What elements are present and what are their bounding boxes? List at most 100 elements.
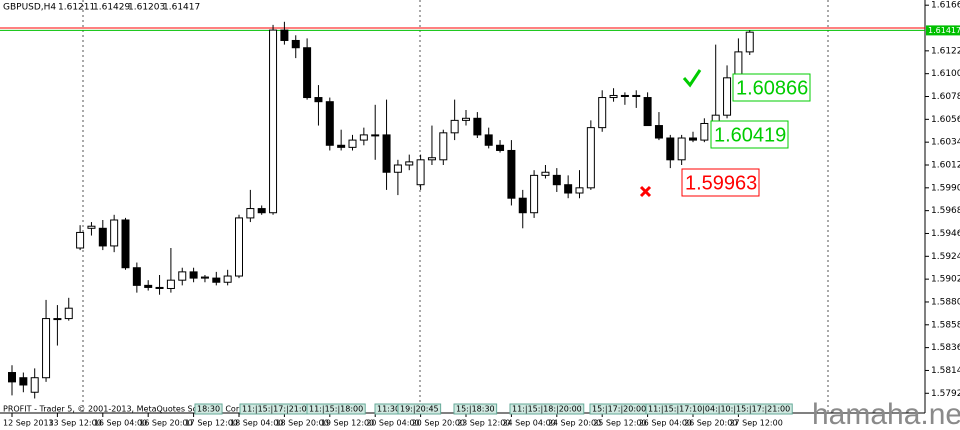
candle-body	[178, 271, 187, 281]
event-label: 19:|20:45	[400, 405, 439, 414]
annotation: 1.60419	[714, 124, 786, 146]
candle-body	[348, 139, 357, 148]
x-tick-label: 16 Sep 20:00	[139, 419, 192, 428]
x-tick-label: 18 Sep 04:00	[230, 419, 283, 428]
candle-body	[427, 157, 436, 161]
candle-body	[382, 134, 391, 173]
event-label: 11:|15:|18:00	[309, 405, 363, 414]
candle-body	[507, 149, 516, 199]
candle-body	[76, 231, 85, 249]
x-tick-label: 24 Sep 20:00	[548, 419, 601, 428]
candle-body	[337, 144, 346, 148]
candle-body	[405, 161, 414, 166]
last-high: 1.61429	[93, 3, 130, 13]
y-tick-label: 1.61660	[931, 1, 960, 11]
x-tick-label: 24 Sep 04:00	[502, 419, 555, 428]
event-label: 11:|15:|18:|20:00	[512, 405, 582, 414]
x-tick-label: 17 Sep 12:00	[185, 419, 238, 428]
event-label: 15:|17:|20:00	[592, 405, 646, 414]
candle-body	[189, 271, 198, 279]
candle-body	[30, 377, 39, 393]
check-icon	[682, 69, 702, 88]
y-tick-label: 1.60780	[931, 92, 960, 102]
candle-body	[723, 77, 732, 116]
cross-icon	[639, 185, 652, 198]
event-label: 11:|15:|17:10|04:|10:|15:|17:|21:00	[648, 405, 790, 414]
bid-label: 1.61417	[928, 26, 960, 35]
candle-body	[654, 125, 663, 139]
candle-body	[87, 225, 96, 229]
x-tick-label: 20 Sep 20:00	[412, 419, 465, 428]
x-tick-label: 18 Sep 20:00	[275, 419, 328, 428]
y-tick-label: 1.60340	[931, 138, 960, 148]
y-tick-label: 1.58360	[931, 343, 960, 353]
candle-body	[110, 219, 119, 247]
candle-body	[530, 174, 539, 214]
annotation-box	[710, 120, 789, 149]
annotation: 1.59963	[685, 172, 757, 194]
candle-body	[144, 284, 153, 288]
y-tick-label: 1.60120	[931, 160, 960, 170]
event-label: 11:|15:|17:|21:00	[242, 405, 312, 414]
y-tick-label: 1.58140	[931, 366, 960, 376]
candle-body	[598, 97, 607, 129]
y-tick-label: 1.59900	[931, 183, 960, 193]
x-tick-label: 25 Sep 12:00	[593, 419, 646, 428]
candle-body	[643, 97, 652, 127]
last-close: 1.61417	[163, 3, 200, 13]
candle-body	[371, 134, 380, 137]
candle-body	[518, 197, 527, 214]
candle-body	[325, 101, 334, 146]
y-tick-label: 1.57920	[931, 389, 960, 399]
candle-body	[155, 286, 164, 289]
candle-body	[677, 137, 686, 161]
y-tick-label: 1.59680	[931, 206, 960, 216]
candle-body	[609, 94, 618, 99]
candle-body	[552, 174, 561, 186]
last-open: 1.61211	[58, 3, 95, 13]
candle-body	[632, 94, 641, 98]
candle-body	[291, 39, 300, 49]
x-tick-label: 13 Sep 12:00	[48, 419, 101, 428]
candle-body	[314, 97, 323, 103]
event-box	[509, 403, 585, 415]
x-tick-label: 23 Sep 12:00	[457, 419, 510, 428]
candle-body	[620, 94, 629, 98]
candle-body	[121, 219, 130, 269]
bid-label-box	[926, 25, 960, 36]
y-tick-label: 1.60560	[931, 115, 960, 125]
candle-body	[98, 227, 107, 247]
candle-body	[269, 29, 278, 214]
event-box	[453, 403, 498, 415]
candle-body	[745, 31, 754, 53]
candle-body	[8, 372, 16, 383]
candle-body	[246, 208, 255, 219]
chart-title: GBPUSD,H4	[3, 3, 56, 13]
y-tick-label: 1.58580	[931, 320, 960, 330]
candle-body	[19, 377, 28, 386]
candle-body	[42, 318, 51, 379]
annotation: 1.60866	[736, 77, 808, 99]
copyright: PROFIT - Trader 5, © 2001-2013, MetaQuot…	[3, 405, 247, 414]
candle-body	[132, 267, 141, 286]
event-box	[194, 403, 223, 415]
candle-body	[212, 277, 221, 283]
candle-body	[484, 134, 493, 146]
candle-body	[564, 184, 573, 194]
candle-body	[439, 132, 448, 161]
candle-body	[200, 276, 209, 279]
x-tick-label: 26 Sep 20:00	[684, 419, 737, 428]
candle-body	[575, 187, 584, 194]
candle-body	[223, 275, 232, 283]
candle-body	[64, 307, 73, 320]
x-tick-label: 19 Sep 12:00	[321, 419, 374, 428]
candle-body	[462, 117, 470, 121]
candle-body	[235, 217, 243, 277]
x-tick-label: 16 Sep 04:00	[94, 419, 147, 428]
y-tick-label: 1.58800	[931, 297, 960, 307]
y-tick-label: 1.59020	[931, 275, 960, 285]
candle-body	[280, 29, 289, 41]
candle-body	[257, 208, 266, 214]
candle-body	[416, 159, 425, 186]
event-box	[645, 403, 793, 415]
